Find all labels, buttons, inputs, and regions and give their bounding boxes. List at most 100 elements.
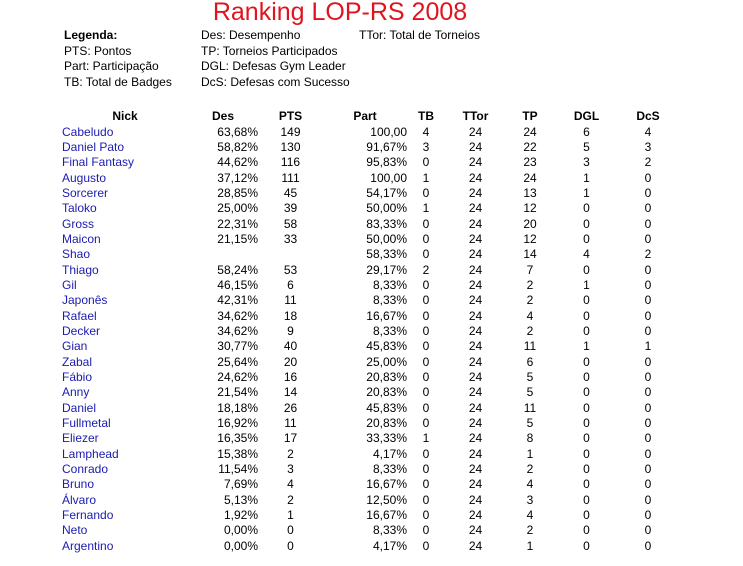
cell-ttor: 24 [468, 247, 483, 262]
cell-ttor: 24 [468, 339, 483, 354]
cell-tb: 0 [422, 400, 430, 415]
cell-tp: 24 [523, 124, 537, 139]
cell-ttor: 24 [468, 124, 483, 139]
cell-dgl: 6 [583, 124, 590, 139]
cell-ttor: 24 [468, 262, 483, 277]
cell-tp: 1 [526, 538, 534, 553]
cell-tb: 0 [422, 155, 430, 170]
cell-des: 18,18% [217, 400, 258, 415]
cell-pts: 1 [287, 508, 294, 523]
cell-nick: Gil [62, 277, 77, 292]
cell-ttor: 24 [468, 231, 483, 246]
cell-nick: Taloko [62, 201, 97, 216]
cell-tp: 2 [526, 293, 534, 308]
cell-part: 100,00 [370, 124, 407, 139]
cell-des: 16,92% [217, 416, 258, 431]
cell-dgl: 0 [583, 323, 590, 338]
cell-dgl: 0 [583, 508, 590, 523]
cell-dcs: 0 [644, 354, 652, 369]
cell-dcs: 0 [644, 201, 652, 216]
cell-dcs: 0 [644, 293, 652, 308]
cell-tb: 0 [422, 247, 430, 262]
cell-pts: 149 [280, 124, 301, 139]
cell-ttor: 24 [468, 431, 483, 446]
cell-part: 8,33% [372, 462, 407, 477]
cell-pts: 0 [287, 523, 294, 538]
table-row: Augusto 37,12% 111 100,00 1 24 24 1 0 [62, 170, 677, 185]
table-row: Conrado 11,54% 3 8,33% 0 24 2 0 0 [62, 462, 677, 477]
cell-des: 25,64% [217, 354, 258, 369]
cell-tp: 2 [526, 523, 534, 538]
cell-tb: 4 [422, 124, 430, 139]
cell-des: 34,62% [217, 323, 258, 338]
cell-ttor: 24 [468, 370, 483, 385]
cell-ttor: 24 [468, 400, 483, 415]
cell-tb: 3 [422, 139, 430, 154]
cell-part: 83,33% [366, 216, 407, 231]
cell-ttor: 24 [468, 385, 483, 400]
cell-dcs: 0 [644, 400, 652, 415]
cell-des: 15,38% [217, 446, 258, 461]
cell-tb: 0 [422, 446, 430, 461]
table-row: Final Fantasy 44,62% 116 95,83% 0 24 23 3 2 [62, 155, 677, 170]
cell-dcs: 4 [644, 124, 652, 139]
cell-tp: 22 [523, 139, 537, 154]
cell-tb: 1 [422, 431, 430, 446]
cell-ttor: 24 [468, 308, 483, 323]
table-row: Shao 58,33% 0 24 14 4 2 [62, 247, 677, 262]
cell-dgl: 1 [583, 170, 590, 185]
cell-part: 91,67% [366, 139, 407, 154]
table-row: Anny 21,54% 14 20,83% 0 24 5 0 0 [62, 385, 677, 400]
cell-dcs: 0 [644, 477, 652, 492]
cell-nick: Fernando [62, 508, 114, 523]
cell-des: 24,62% [217, 370, 258, 385]
cell-pts: 39 [283, 201, 298, 216]
cell-tb: 0 [422, 370, 430, 385]
cell-tb: 0 [422, 216, 430, 231]
cell-tb: 0 [422, 308, 430, 323]
cell-pts: 18 [283, 308, 298, 323]
cell-dcs: 0 [644, 170, 652, 185]
cell-dgl: 0 [583, 477, 590, 492]
cell-ttor: 24 [468, 139, 483, 154]
cell-dcs: 0 [644, 385, 652, 400]
table-row: Maicon 21,15% 33 50,00% 0 24 12 0 0 [62, 232, 677, 247]
cell-pts: 9 [287, 323, 294, 338]
cell-tb: 0 [422, 416, 430, 431]
cell-nick: Conrado [62, 462, 109, 477]
cell-tb: 0 [422, 508, 430, 523]
cell-pts: 11 [284, 293, 297, 308]
cell-pts: 20 [283, 354, 298, 369]
cell-part: 33,33% [366, 431, 407, 446]
cell-tb: 0 [422, 354, 430, 369]
cell-des: 7,69% [223, 477, 258, 492]
cell-tp: 5 [526, 416, 534, 431]
cell-tp: 13 [523, 185, 537, 200]
legend-left: Legenda: PTS: Pontos Part: Participação … [64, 28, 172, 90]
cell-des: 1,92% [223, 508, 258, 523]
cell-nick: Rafael [62, 308, 97, 323]
cell-pts: 2 [287, 446, 294, 461]
table-row: Rafael 34,62% 18 16,67% 0 24 4 0 0 [62, 308, 677, 323]
table-row: Lamphead 15,38% 2 4,17% 0 24 1 0 0 [62, 447, 677, 462]
cell-des: 0,00% [223, 523, 258, 538]
cell-nick: Daniel [62, 400, 97, 415]
cell-part: 20,83% [366, 370, 407, 385]
cell-part: 20,83% [366, 416, 407, 431]
cell-nick: Gian [62, 339, 88, 354]
legend-dgl: DGL: Defesas Gym Leader [201, 59, 346, 73]
cell-ttor: 24 [468, 523, 483, 538]
cell-ttor: 24 [468, 416, 483, 431]
cell-pts [258, 247, 323, 262]
table-header-row: Nick Des PTS Part TB TTor TP DGL DcS [62, 109, 677, 124]
cell-nick: Anny [62, 385, 90, 400]
cell-dcs: 0 [644, 323, 652, 338]
cell-dcs: 0 [644, 523, 652, 538]
cell-nick: Lamphead [62, 446, 119, 461]
cell-dcs: 0 [644, 446, 652, 461]
cell-dcs: 0 [644, 216, 652, 231]
cell-part: 25,00% [366, 354, 407, 369]
cell-part: 45,83% [366, 400, 407, 415]
cell-tb: 0 [422, 538, 430, 553]
cell-dcs: 0 [644, 416, 652, 431]
